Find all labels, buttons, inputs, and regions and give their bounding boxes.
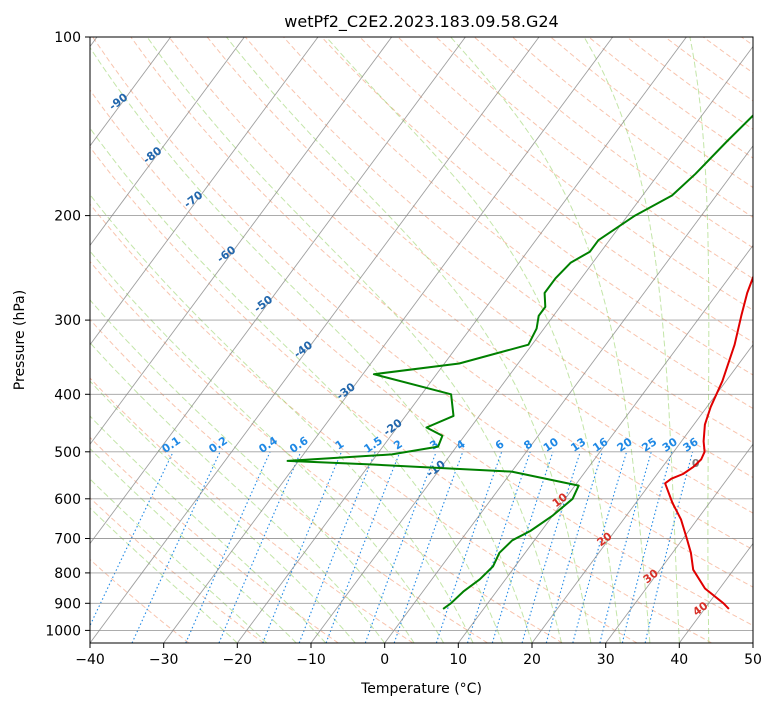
- isotherm-line: [90, 37, 540, 643]
- isotherm-line: [90, 37, 172, 147]
- x-tick-label: 0: [380, 652, 389, 668]
- series-lines: [286, 114, 753, 610]
- moist-adiabat-line: [450, 37, 651, 643]
- dry-adiabat-line: [168, 37, 753, 514]
- dry-adiabat-line: [90, 146, 712, 643]
- mixing-ratio-line: [325, 451, 401, 643]
- moist-adiabat-line: [90, 299, 415, 643]
- mixing-ratio-line: [466, 451, 531, 643]
- y-tick-label: 600: [54, 492, 81, 508]
- mixing-ratio-line: [621, 451, 673, 643]
- y-tick-label: 400: [54, 387, 81, 403]
- dry-adiabat-line: [244, 37, 753, 444]
- x-tick-label: 10: [449, 652, 467, 668]
- isotherm-line: [90, 37, 319, 346]
- moist-adiabat-line: [90, 415, 327, 643]
- grid-lines: [90, 37, 753, 643]
- moist-adiabat-line: [90, 127, 503, 643]
- x-tick-label: −10: [296, 652, 326, 668]
- mixing-ratio-line: [298, 451, 376, 643]
- x-tick-label: 30: [597, 652, 615, 668]
- dewpoint-line: [286, 114, 753, 610]
- x-tick-label: 50: [744, 652, 762, 668]
- isotherm-line: [457, 244, 753, 643]
- isotherm-line: [384, 145, 753, 643]
- y-tick-label: 1000: [45, 623, 81, 639]
- y-tick-label: 300: [54, 313, 81, 329]
- x-tick-label: −40: [75, 652, 105, 668]
- isotherm-line: [531, 343, 753, 643]
- moist-adiabat-line: [90, 478, 268, 643]
- mixing-ratio-line: [572, 451, 628, 643]
- moist-adiabat-line: [689, 37, 710, 643]
- y-axis-label: Pressure (hPa): [12, 290, 28, 390]
- moist-adiabat-line: [583, 37, 680, 643]
- moist-adiabat-line: [90, 250, 445, 643]
- isotherm-line: [605, 443, 753, 643]
- dry-adiabat-line: [283, 37, 753, 409]
- moist-adiabat-line: [325, 37, 621, 643]
- moist-adiabat-line: [90, 380, 356, 643]
- mixing-ratio-line: [435, 451, 503, 643]
- dry-adiabat-line: [90, 558, 190, 643]
- dry-adiabat-line: [90, 203, 638, 643]
- background-lines: [90, 37, 753, 643]
- mixing-ratio-line: [185, 451, 271, 643]
- isotherm-line: [163, 37, 614, 643]
- y-axis: 100 200 300 400 500 600 700 800 900 1000: [45, 30, 90, 639]
- x-tick-label: −30: [149, 652, 179, 668]
- x-tick-label: 20: [523, 652, 541, 668]
- temperature-line: [664, 274, 753, 610]
- moist-adiabat-line: [90, 342, 386, 643]
- isotherm-line: [90, 37, 393, 445]
- x-axis: −40 −30 −20 −10 0 10 20 30 40 50: [75, 643, 762, 668]
- dry-adiabat-line: [90, 260, 563, 643]
- x-tick-label: −20: [223, 652, 253, 668]
- y-tick-label: 100: [54, 30, 81, 46]
- mixing-ratio-line: [218, 451, 302, 643]
- isotherm-line: [236, 37, 687, 643]
- mixing-ratio-line: [599, 451, 652, 643]
- mixing-ratio-line: [364, 451, 437, 643]
- dry-adiabat-line: [397, 37, 753, 311]
- dry-adiabat-line: [90, 89, 753, 627]
- moist-adiabat-line: [90, 46, 533, 643]
- isotherm-line: [310, 45, 753, 643]
- mixing-ratio-line: [521, 451, 581, 643]
- y-tick-label: 700: [54, 532, 81, 548]
- dry-adiabat-line: [359, 37, 753, 343]
- isotherm-line: [90, 37, 245, 247]
- moist-adiabat-line: [146, 37, 562, 643]
- y-tick-label: 200: [54, 209, 81, 225]
- moist-adiabat-line: [90, 193, 474, 643]
- mixing-ratio-line: [262, 451, 343, 643]
- isotherm-line: [90, 37, 466, 545]
- x-axis-label: Temperature (°C): [360, 681, 482, 697]
- moist-adiabat-line: [90, 447, 297, 643]
- y-tick-label: 900: [54, 596, 81, 612]
- dry-adiabat-line: [90, 318, 488, 643]
- y-tick-label: 800: [54, 566, 81, 582]
- mixing-ratio-line: [545, 451, 603, 643]
- plot-background: [90, 37, 753, 643]
- mixing-ratio-line: [491, 451, 554, 643]
- y-tick-label: 500: [54, 445, 81, 461]
- plot-frame: [89, 36, 754, 644]
- x-tick-label: 40: [670, 652, 688, 668]
- chart-title: wetPf2_C2E2.2023.183.09.58.G24: [284, 12, 558, 32]
